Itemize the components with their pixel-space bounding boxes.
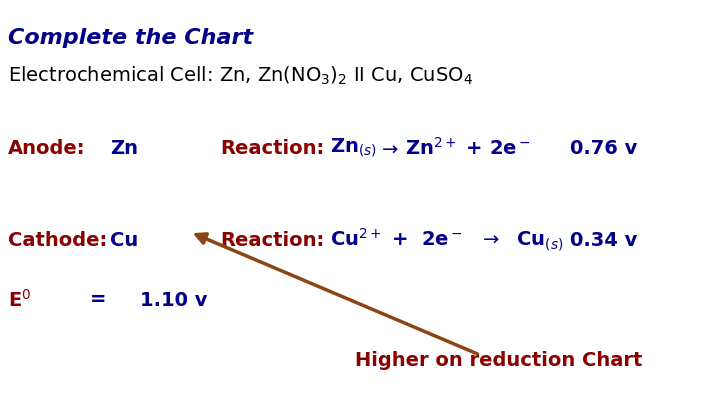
Text: Higher on reduction Chart: Higher on reduction Chart	[355, 350, 642, 369]
Text: 0.76 v: 0.76 v	[570, 139, 637, 158]
Text: E$^0$: E$^0$	[8, 289, 31, 311]
Text: Cu: Cu	[110, 230, 138, 249]
Text: Zn$^{2+}$ + 2e$^-$: Zn$^{2+}$ + 2e$^-$	[405, 137, 531, 159]
Text: Reaction:: Reaction:	[220, 139, 324, 158]
Text: Cu$^{2+}$ +  2e$^-$  $\rightarrow$  Cu$_{(s)}$: Cu$^{2+}$ + 2e$^-$ $\rightarrow$ Cu$_{(s…	[330, 227, 564, 253]
Text: 1.10 v: 1.10 v	[140, 290, 207, 309]
Text: Reaction:: Reaction:	[220, 230, 324, 249]
Text: Anode:: Anode:	[8, 139, 86, 158]
Text: Electrochemical Cell: Zn, Zn(NO$_3$)$_2$ II Cu, CuSO$_4$: Electrochemical Cell: Zn, Zn(NO$_3$)$_2$…	[8, 65, 473, 87]
Text: Cathode:: Cathode:	[8, 230, 107, 249]
Text: $\rightarrow$: $\rightarrow$	[378, 139, 399, 158]
Text: Zn: Zn	[110, 139, 138, 158]
Text: =: =	[90, 290, 107, 309]
Text: 0.34 v: 0.34 v	[570, 230, 637, 249]
Text: Complete the Chart: Complete the Chart	[8, 28, 253, 48]
Text: Zn$_{(s)}$: Zn$_{(s)}$	[330, 137, 377, 159]
